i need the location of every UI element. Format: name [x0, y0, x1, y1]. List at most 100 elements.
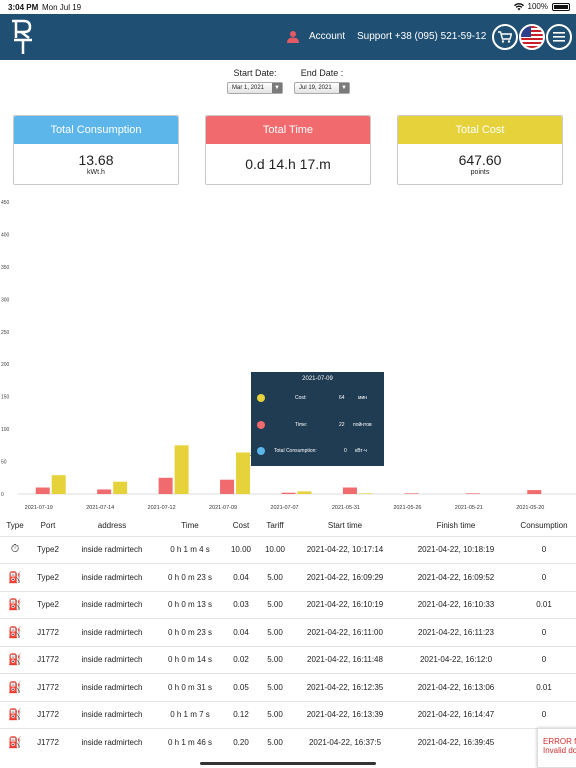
account-link[interactable]: Account — [287, 30, 345, 43]
end-date-select[interactable]: Jul 19, 2021 ▼ — [294, 82, 350, 94]
table-row[interactable]: ⛽ J1772 inside radmirtech 0 h 0 m 14 s 0.02 5… — [0, 645, 576, 674]
tooltip-unit: кВт·ч — [355, 448, 367, 454]
finish-cell: 2021-04-22, 16:09:52 — [400, 563, 512, 591]
table-row[interactable]: ⛽ J1772 inside radmirtech 0 h 0 m 23 s 0.04 5… — [0, 618, 576, 646]
status-date: Mon Jul 19 — [42, 3, 82, 12]
start-cell: 2021-04-22, 10:17:14 — [290, 535, 400, 564]
address-cell: inside radmirtech — [66, 618, 158, 646]
col-tariff[interactable]: Tariff — [266, 521, 284, 531]
table-row[interactable]: ⛽ J1772 inside radmirtech 0 h 1 m 46 s 0.20 5… — [0, 728, 576, 756]
bar-cost[interactable] — [297, 491, 312, 494]
type-cell: ⛽ — [0, 700, 30, 729]
bar-time[interactable] — [281, 492, 296, 494]
finish-cell: 2021-04-22, 16:11:23 — [400, 618, 512, 646]
y-tick-label: 450 — [1, 200, 10, 206]
total-consumption-card: Total Consumption 13.68 kWt.h — [13, 115, 179, 185]
language-button[interactable] — [519, 24, 545, 50]
port-cell: Type2 — [30, 535, 66, 564]
tooltip-row-consumption: Total Consumption: 0 кВт·ч — [251, 447, 384, 457]
col-finish-time[interactable]: Finish time — [436, 521, 476, 531]
port-cell: Type2 — [30, 590, 66, 619]
tariff-cell: 10.00 — [260, 535, 290, 564]
start-cell: 2021-04-22, 16:13:39 — [290, 700, 400, 729]
y-tick-label: 150 — [1, 395, 10, 401]
bar-time[interactable] — [404, 493, 419, 494]
table-row[interactable]: ⛽ J1772 inside radmirtech 0 h 0 m 31 s 0.05 5… — [0, 673, 576, 701]
bar-time[interactable] — [220, 479, 235, 494]
support-phone[interactable]: Support +38 (095) 521-59-12 — [357, 31, 487, 42]
bars-group — [35, 445, 542, 494]
bar-cost[interactable] — [358, 493, 373, 494]
finish-cell: 2021-04-22, 16:14:47 — [400, 700, 512, 729]
address-cell: inside radmirtech — [66, 700, 158, 729]
start-cell: 2021-04-22, 16:11:00 — [290, 618, 400, 646]
y-tick-label: 250 — [1, 330, 10, 336]
stopwatch-icon: ⏱ — [10, 543, 20, 556]
battery-percent: 100% — [527, 2, 548, 11]
x-tick-label: 2021-05-21 — [455, 505, 483, 511]
table-row[interactable]: ⛽ Type2 inside radmirtech 0 h 0 m 23 s 0.04 5… — [0, 563, 576, 591]
user-icon — [287, 31, 299, 43]
bar-time[interactable] — [527, 490, 542, 494]
bar-time[interactable] — [465, 493, 480, 494]
col-cost[interactable]: Cost — [232, 521, 250, 531]
time-cell: 0 h 0 m 23 s — [158, 563, 222, 591]
bar-cost[interactable] — [113, 481, 128, 494]
col-consumption[interactable]: Consumption — [520, 521, 568, 531]
type-cell: ⛽ — [0, 645, 30, 674]
finish-cell: 2021-04-22, 16:39:45 — [400, 728, 512, 756]
bar-cost[interactable] — [174, 445, 189, 494]
address-cell: inside radmirtech — [66, 563, 158, 591]
tooltip-value: 64 — [339, 395, 345, 401]
start-cell: 2021-04-22, 16:09:29 — [290, 563, 400, 591]
table-row[interactable]: ⛽ J1772 inside radmirtech 0 h 1 m 7 s 0.12 5.… — [0, 700, 576, 729]
type-cell: ⛽ — [0, 563, 30, 591]
card-unit: kWt.h — [87, 169, 105, 176]
charger-icon: ⛽ — [8, 654, 22, 667]
finish-cell: 2021-04-22, 16:10:33 — [400, 590, 512, 619]
status-right: 100% — [513, 2, 570, 11]
error-toast[interactable]: ERROR fo Invalid do — [537, 728, 576, 768]
start-cell: 2021-04-22, 16:37:5 — [290, 728, 400, 756]
us-flag-icon — [521, 26, 543, 48]
cart-icon — [498, 31, 512, 43]
cart-button[interactable] — [492, 24, 518, 50]
bar-time[interactable] — [35, 487, 50, 494]
start-date-select[interactable]: Mar 1, 2021 ▼ — [227, 82, 283, 94]
table-row[interactable]: ⏱ Type2 inside radmirtech 0 h 1 m 4 s 10.00 1… — [0, 535, 576, 564]
card-value: 647.60 — [458, 152, 502, 168]
col-address[interactable]: address — [97, 521, 127, 531]
address-cell: inside radmirtech — [66, 645, 158, 674]
col-type[interactable]: Type — [6, 521, 24, 531]
table-row[interactable]: ⛽ Type2 inside radmirtech 0 h 0 m 13 s 0.03 5… — [0, 590, 576, 619]
card-value: 13.68 — [78, 152, 114, 168]
end-date-value: Jul 19, 2021 — [299, 85, 332, 91]
consumption-cell: 0 — [512, 645, 576, 674]
charger-icon: ⛽ — [8, 571, 22, 584]
y-tick-label: 200 — [1, 362, 10, 368]
start-cell: 2021-04-22, 16:10:19 — [290, 590, 400, 619]
col-time[interactable]: Time — [181, 521, 199, 531]
bar-time[interactable] — [97, 489, 112, 494]
logo-icon[interactable] — [8, 18, 36, 56]
port-cell: J1772 — [30, 673, 66, 701]
bar-time[interactable] — [342, 487, 357, 494]
col-start-time[interactable]: Start time — [327, 521, 363, 531]
card-unit: points — [470, 169, 490, 176]
home-indicator[interactable] — [200, 762, 376, 765]
tooltip-date: 2021-07-09 — [302, 376, 333, 382]
x-tick-label: 2021-05-20 — [516, 505, 544, 511]
end-date-group: End Date : Jul 19, 2021 ▼ — [294, 68, 350, 94]
col-port[interactable]: Port — [40, 521, 56, 531]
x-tick-label: 2021-07-12 — [148, 505, 176, 511]
address-cell: inside radmirtech — [66, 590, 158, 619]
tooltip-unit: мин — [358, 395, 367, 401]
start-date-label: Start Date: — [233, 68, 277, 78]
type-cell: ⛽ — [0, 590, 30, 619]
bar-cost[interactable] — [236, 452, 251, 494]
menu-button[interactable] — [546, 24, 572, 50]
consumption-cell: 0 — [512, 700, 576, 729]
bar-time[interactable] — [158, 477, 173, 494]
bar-cost[interactable] — [51, 475, 66, 494]
